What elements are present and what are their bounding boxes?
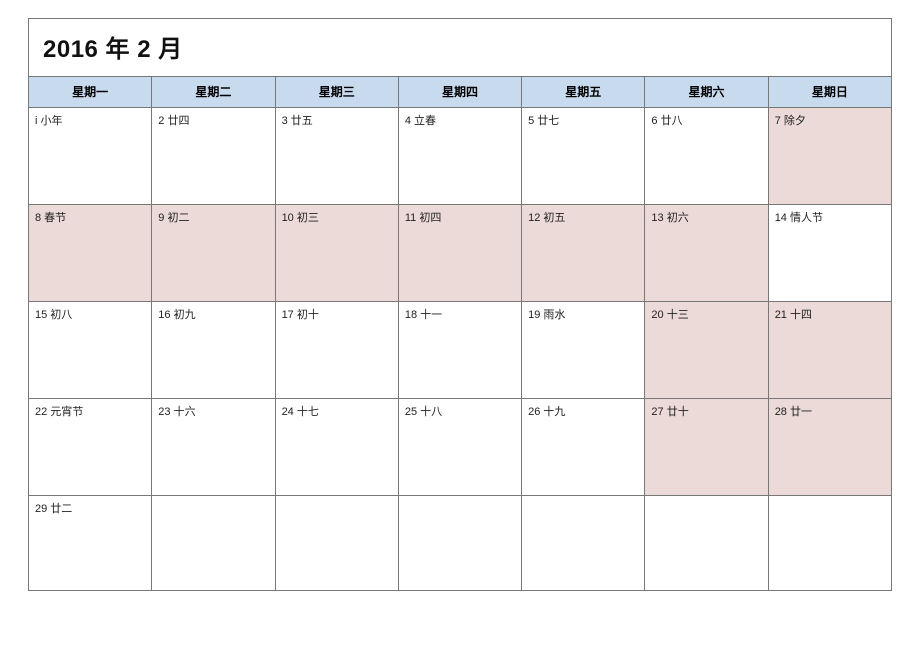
weekday-header: 星期日 (769, 77, 891, 108)
day-label: 19 雨水 (528, 309, 565, 321)
day-label: 5 廿七 (528, 115, 559, 127)
day-label: 18 十一 (405, 309, 442, 321)
day-cell: 8 春节 (29, 205, 152, 302)
weekday-header-row: 星期一 星期二 星期三 星期四 星期五 星期六 星期日 (29, 77, 891, 108)
day-cell (152, 496, 275, 590)
day-cell: 15 初八 (29, 302, 152, 399)
week-row: 8 春节 9 初二 10 初三 11 初四 12 初五 13 初六 14 情人节 (29, 205, 891, 302)
calendar-body: i 小年 2 廿四 3 廿五 4 立春 5 廿七 6 廿八 7 除夕 8 春节 9 初二 10 初… (29, 108, 891, 590)
day-cell: 4 立春 (399, 108, 522, 205)
day-label: 27 廿十 (651, 406, 688, 418)
day-label: 9 初二 (158, 212, 189, 224)
day-cell: 22 元宵节 (29, 399, 152, 496)
day-label: 12 初五 (528, 212, 565, 224)
day-cell: 14 情人节 (769, 205, 891, 302)
day-cell: i 小年 (29, 108, 152, 205)
day-label: 14 情人节 (775, 212, 823, 224)
day-label: 8 春节 (35, 212, 66, 224)
week-row: 22 元宵节 23 十六 24 十七 25 十八 26 十九 27 廿十 28 廿一 (29, 399, 891, 496)
day-cell (645, 496, 768, 590)
day-label: 28 廿一 (775, 406, 812, 418)
day-label: 29 廿二 (35, 503, 72, 515)
weekday-header: 星期三 (276, 77, 399, 108)
day-cell (399, 496, 522, 590)
day-cell (276, 496, 399, 590)
day-cell: 18 十一 (399, 302, 522, 399)
day-cell: 19 雨水 (522, 302, 645, 399)
day-cell: 2 廿四 (152, 108, 275, 205)
day-cell: 29 廿二 (29, 496, 152, 590)
calendar-title: 2016 年 2 月 (43, 36, 183, 63)
calendar-title-bar: 2016 年 2 月 (29, 19, 891, 77)
weekday-header: 星期二 (152, 77, 275, 108)
day-cell (769, 496, 891, 590)
weekday-label: 星期六 (689, 85, 725, 99)
day-label: 15 初八 (35, 309, 72, 321)
day-cell: 3 廿五 (276, 108, 399, 205)
day-label: 4 立春 (405, 115, 436, 127)
day-label: 17 初十 (282, 309, 319, 321)
day-cell: 5 廿七 (522, 108, 645, 205)
day-cell: 7 除夕 (769, 108, 891, 205)
day-cell: 20 十三 (645, 302, 768, 399)
day-label: 22 元宵节 (35, 406, 83, 418)
day-cell: 28 廿一 (769, 399, 891, 496)
weekday-label: 星期一 (72, 85, 108, 99)
day-label: 11 初四 (405, 212, 441, 224)
week-row: 15 初八 16 初九 17 初十 18 十一 19 雨水 20 十三 21 十四 (29, 302, 891, 399)
day-cell: 23 十六 (152, 399, 275, 496)
day-label: 25 十八 (405, 406, 442, 418)
weekday-label: 星期日 (812, 85, 848, 99)
day-label: 3 廿五 (282, 115, 313, 127)
weekday-label: 星期四 (442, 85, 478, 99)
day-cell: 6 廿八 (645, 108, 768, 205)
weekday-label: 星期五 (565, 85, 601, 99)
weekday-label: 星期三 (319, 85, 355, 99)
day-label: i 小年 (35, 115, 63, 127)
day-label: 21 十四 (775, 309, 812, 321)
day-cell: 13 初六 (645, 205, 768, 302)
day-cell: 24 十七 (276, 399, 399, 496)
day-label: 13 初六 (651, 212, 688, 224)
week-row: i 小年 2 廿四 3 廿五 4 立春 5 廿七 6 廿八 7 除夕 (29, 108, 891, 205)
day-cell: 11 初四 (399, 205, 522, 302)
day-label: 6 廿八 (651, 115, 682, 127)
week-row: 29 廿二 (29, 496, 891, 590)
day-cell (522, 496, 645, 590)
day-cell: 12 初五 (522, 205, 645, 302)
weekday-header: 星期五 (522, 77, 645, 108)
day-label: 2 廿四 (158, 115, 189, 127)
day-cell: 25 十八 (399, 399, 522, 496)
day-cell: 26 十九 (522, 399, 645, 496)
day-cell: 9 初二 (152, 205, 275, 302)
day-cell: 17 初十 (276, 302, 399, 399)
day-label: 16 初九 (158, 309, 195, 321)
weekday-header: 星期六 (645, 77, 768, 108)
day-label: 20 十三 (651, 309, 688, 321)
day-cell: 16 初九 (152, 302, 275, 399)
calendar: 2016 年 2 月 星期一 星期二 星期三 星期四 星期五 星期六 星期日 i 小年 2 廿… (28, 18, 892, 591)
day-label: 26 十九 (528, 406, 565, 418)
day-label: 10 初三 (282, 212, 319, 224)
day-label: 7 除夕 (775, 115, 806, 127)
day-cell: 21 十四 (769, 302, 891, 399)
day-cell: 27 廿十 (645, 399, 768, 496)
weekday-label: 星期二 (195, 85, 231, 99)
day-label: 23 十六 (158, 406, 195, 418)
weekday-header: 星期一 (29, 77, 152, 108)
day-label: 24 十七 (282, 406, 319, 418)
weekday-header: 星期四 (399, 77, 522, 108)
day-cell: 10 初三 (276, 205, 399, 302)
